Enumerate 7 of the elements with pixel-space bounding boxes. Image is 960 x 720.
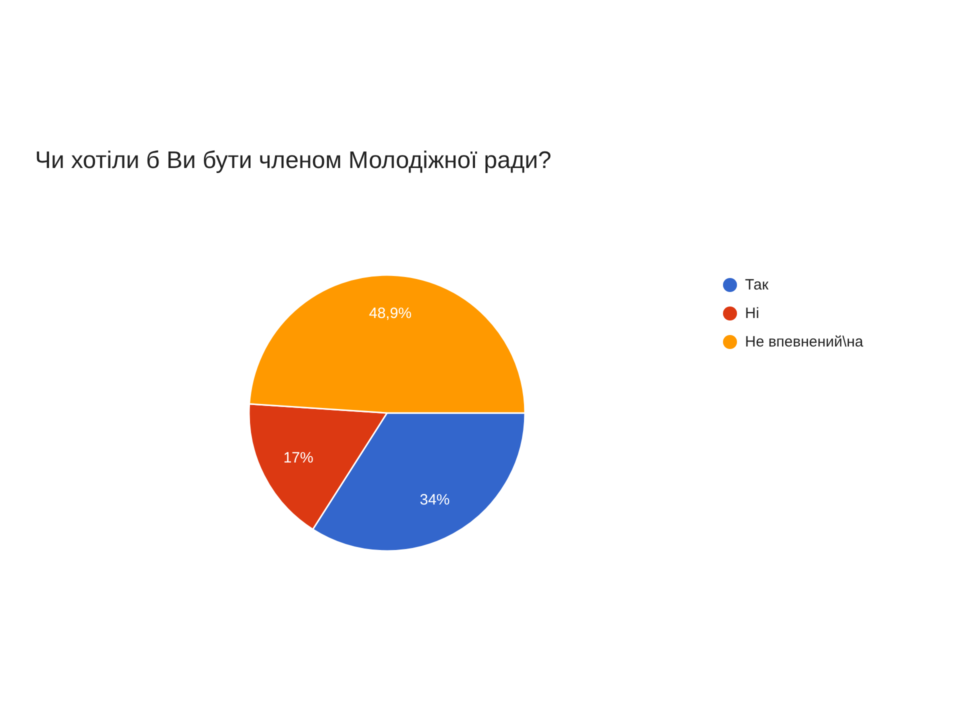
data-label: 34% [420,492,450,509]
data-label: 48,9% [369,305,412,322]
chart-title: Чи хотіли б Ви бути членом Молодіжної ради? [35,147,552,174]
data-label: 17% [283,449,314,466]
legend-label: Ні [745,305,760,322]
legend-label: Так [745,276,769,294]
legend-label: Не впевнений\на [745,334,864,350]
